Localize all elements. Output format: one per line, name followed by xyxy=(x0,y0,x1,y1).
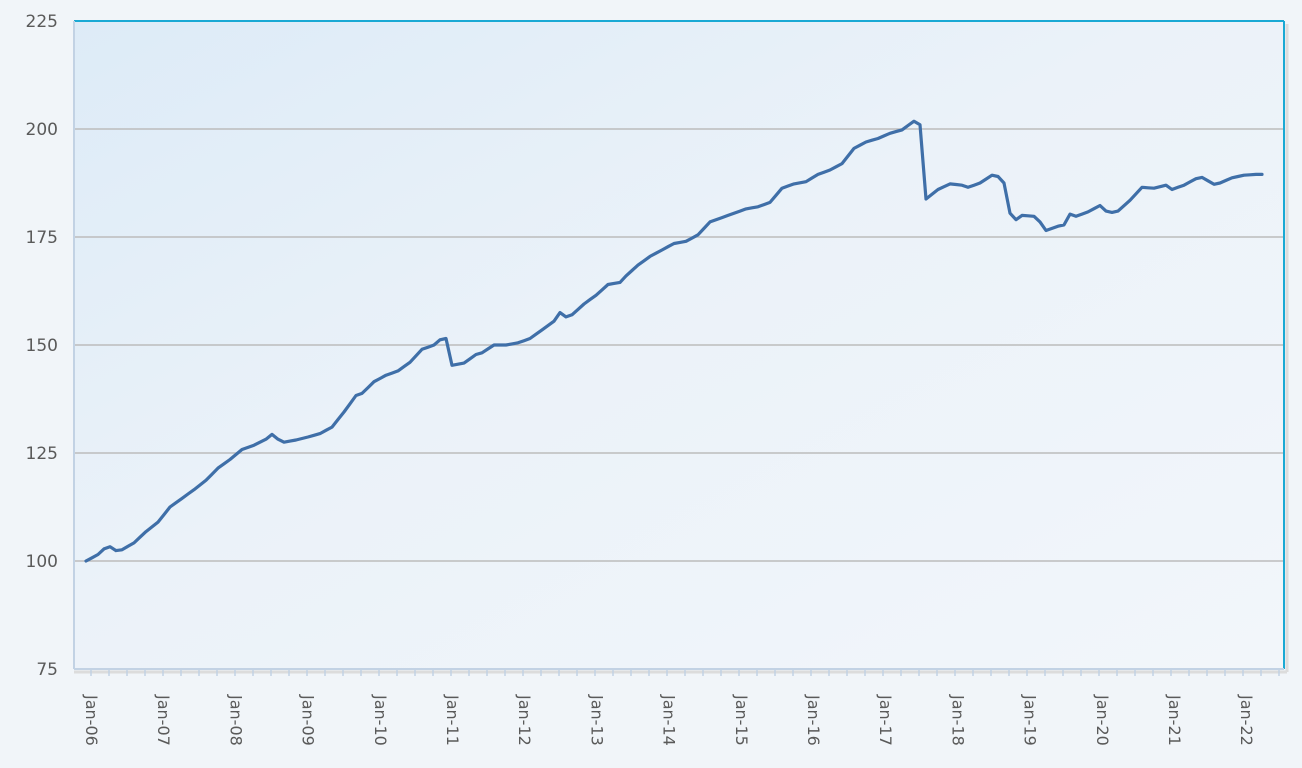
svg-text:Jan-06: Jan-06 xyxy=(82,694,101,746)
x-tick-label: Jan-06 xyxy=(82,694,101,746)
svg-text:Jan-20: Jan-20 xyxy=(1093,694,1112,746)
x-tick-label: Jan-12 xyxy=(515,694,534,746)
y-tick-label: 150 xyxy=(26,336,58,356)
x-tick-label: Jan-19 xyxy=(1021,694,1040,746)
svg-text:Jan-12: Jan-12 xyxy=(515,694,534,746)
svg-text:Jan-14: Jan-14 xyxy=(660,694,679,746)
svg-text:Jan-19: Jan-19 xyxy=(1021,694,1040,746)
x-tick-label: Jan-14 xyxy=(660,694,679,746)
x-tick-label: Jan-07 xyxy=(154,694,173,746)
x-tick-label: Jan-20 xyxy=(1093,694,1112,746)
x-tick-label: Jan-16 xyxy=(804,694,823,746)
x-tick-label: Jan-13 xyxy=(587,694,606,746)
gridlines xyxy=(74,128,1284,562)
x-tick-label: Jan-11 xyxy=(443,694,462,746)
svg-text:Jan-17: Jan-17 xyxy=(876,694,895,746)
svg-text:Jan-21: Jan-21 xyxy=(1165,694,1184,746)
x-tick-label: Jan-09 xyxy=(299,694,318,746)
svg-text:Jan-11: Jan-11 xyxy=(443,694,462,746)
x-tick-label: Jan-10 xyxy=(371,694,390,746)
svg-text:Jan-15: Jan-15 xyxy=(732,694,751,746)
plot-frame xyxy=(73,20,1289,674)
y-tick-label: 125 xyxy=(26,444,58,464)
svg-text:Jan-16: Jan-16 xyxy=(804,694,823,746)
svg-text:Jan-07: Jan-07 xyxy=(154,694,173,746)
x-tick-label: Jan-18 xyxy=(948,694,967,746)
y-tick-label: 75 xyxy=(36,660,58,680)
y-tick-label: 200 xyxy=(26,120,58,140)
y-tick-label: 175 xyxy=(26,228,58,248)
x-tick-label: Jan-21 xyxy=(1165,694,1184,746)
svg-text:Jan-08: Jan-08 xyxy=(226,694,245,746)
x-tick-label: Jan-17 xyxy=(876,694,895,746)
x-tick-label: Jan-15 xyxy=(732,694,751,746)
x-tick-label: Jan-08 xyxy=(226,694,245,746)
y-tick-label: 225 xyxy=(26,12,58,32)
svg-text:Jan-10: Jan-10 xyxy=(371,694,390,746)
svg-text:Jan-22: Jan-22 xyxy=(1237,694,1256,746)
svg-text:Jan-09: Jan-09 xyxy=(299,694,318,746)
y-axis-tick-labels: 75 100 125 150 175 200 225 xyxy=(26,12,58,680)
x-tick-label: Jan-22 xyxy=(1237,694,1256,746)
series-line-index xyxy=(84,119,1264,563)
svg-text:Jan-18: Jan-18 xyxy=(948,694,967,746)
x-axis-ticks xyxy=(90,669,1280,676)
x-axis-tick-labels: Jan-06 Jan-07 Jan-08 Jan-09 Jan-10 Jan-11 Jan-… xyxy=(82,694,1256,746)
y-tick-label: 100 xyxy=(26,552,58,572)
svg-text:Jan-13: Jan-13 xyxy=(587,694,606,746)
